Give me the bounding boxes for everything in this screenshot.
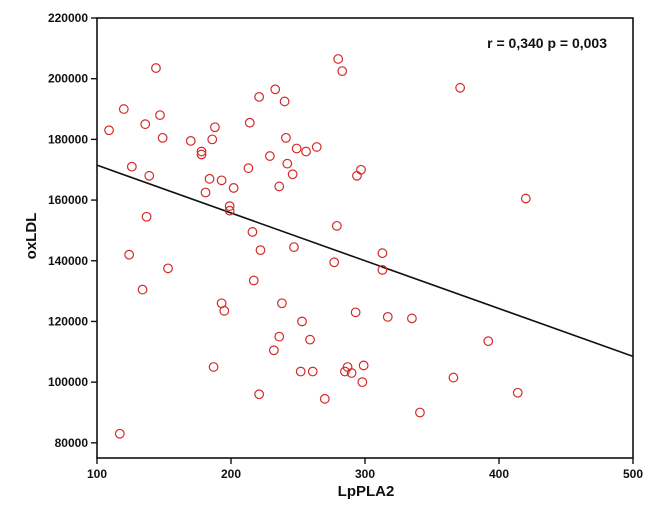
data-point	[196, 146, 207, 157]
data-point	[124, 249, 135, 260]
data-point	[305, 334, 315, 345]
data-point	[291, 143, 302, 154]
data-point	[455, 82, 466, 93]
data-point	[350, 307, 361, 318]
data-point	[279, 96, 290, 107]
data-point	[104, 125, 114, 136]
y-axis-title: oxLDL	[23, 213, 40, 260]
data-point	[512, 387, 523, 398]
data-point	[151, 63, 161, 73]
y-tick-label: 100000	[48, 375, 88, 389]
y-tick-label: 80000	[55, 436, 89, 450]
x-axis-title: LpPLA2	[338, 483, 395, 500]
data-point	[224, 201, 235, 212]
data-point	[337, 66, 348, 77]
data-point	[331, 220, 342, 231]
data-point	[274, 181, 285, 192]
data-point	[301, 146, 311, 157]
data-point	[144, 170, 155, 181]
data-point	[196, 149, 207, 160]
data-point	[208, 362, 219, 372]
tick-group: 100 200 300 400 500 80000 100000 120000 140000 16…	[48, 11, 643, 481]
y-tick-label: 120000	[48, 314, 88, 328]
data-point	[254, 91, 265, 102]
data-point	[264, 151, 275, 161]
data-point	[281, 132, 291, 143]
data-point	[268, 345, 279, 356]
data-point	[415, 407, 425, 418]
x-tick-label: 300	[355, 467, 375, 481]
data-point	[185, 135, 196, 146]
x-tick-label: 400	[489, 467, 509, 481]
data-point	[346, 368, 357, 378]
data-point	[448, 372, 459, 383]
y-tick-label: 140000	[48, 254, 88, 268]
data-point	[274, 331, 285, 342]
data-point	[140, 119, 151, 130]
data-point	[255, 245, 266, 256]
data-point	[311, 142, 322, 152]
data-point	[228, 183, 239, 193]
data-point	[216, 175, 227, 186]
x-tick-label: 100	[87, 467, 107, 481]
y-tick-label: 180000	[48, 132, 88, 146]
data-point	[254, 389, 265, 400]
data-point	[157, 132, 168, 143]
data-point	[114, 428, 125, 439]
data-point	[358, 360, 369, 371]
y-tick-label: 160000	[48, 193, 88, 207]
plot-frame	[96, 17, 634, 459]
data-point	[357, 377, 368, 388]
data-point	[247, 227, 258, 237]
data-point	[356, 164, 366, 175]
data-point	[289, 242, 299, 253]
data-point	[126, 161, 137, 172]
data-point	[243, 163, 254, 174]
data-point	[287, 169, 298, 180]
data-point	[219, 305, 230, 316]
data-point	[118, 104, 129, 114]
y-tick-label: 220000	[48, 11, 88, 25]
y-tick-label: 200000	[48, 72, 88, 86]
points-group	[104, 54, 531, 439]
data-point	[248, 275, 259, 286]
data-point	[382, 311, 393, 322]
data-point	[377, 264, 388, 275]
data-point	[207, 134, 218, 145]
data-point	[520, 193, 531, 204]
data-point	[333, 54, 344, 64]
data-point	[483, 336, 494, 347]
data-point	[319, 393, 330, 404]
data-point	[282, 158, 293, 169]
data-point	[270, 84, 281, 95]
x-tick-label: 500	[623, 467, 643, 481]
regression-line	[96, 164, 634, 358]
data-point	[163, 263, 173, 274]
data-point	[204, 173, 215, 184]
data-point	[141, 211, 152, 222]
data-point	[407, 313, 417, 324]
data-point	[377, 248, 388, 259]
data-point	[210, 122, 220, 133]
data-point	[307, 366, 318, 377]
data-point	[297, 316, 307, 327]
data-point	[137, 284, 148, 295]
data-point	[244, 117, 255, 128]
annotation-text: r = 0,340 p = 0,003	[487, 35, 607, 51]
data-point	[329, 257, 340, 268]
data-point	[277, 298, 287, 309]
data-point	[155, 110, 165, 121]
data-point	[295, 366, 306, 377]
data-point	[224, 205, 235, 216]
x-tick-label: 200	[221, 467, 241, 481]
data-point	[200, 187, 211, 198]
